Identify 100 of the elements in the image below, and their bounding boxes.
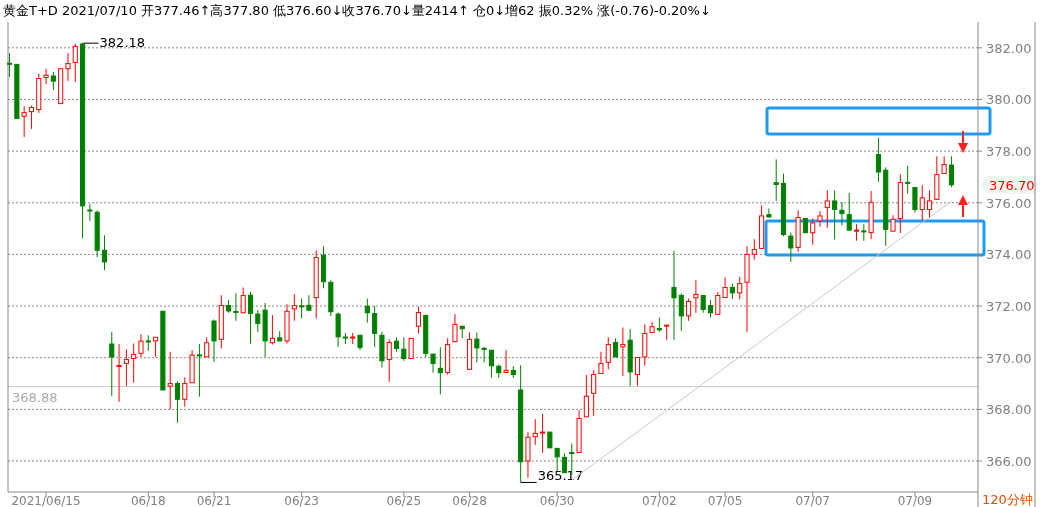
candlestick (766, 207, 772, 218)
candlestick (583, 374, 589, 418)
candlestick (671, 250, 677, 341)
candlestick (926, 189, 933, 218)
candlestick (233, 292, 239, 322)
y-tick-label: 378.00 (986, 144, 1032, 160)
text: 376.70 (989, 177, 1035, 193)
candlestick (773, 158, 779, 202)
y-tick-label: 366.00 (986, 454, 1032, 470)
y-tick-label: 372.00 (986, 299, 1032, 315)
candlestick (247, 291, 254, 345)
candlestick (386, 338, 392, 383)
ref-line-label: 368.88 (12, 389, 58, 405)
candlestick (116, 343, 122, 403)
candlestick (452, 313, 458, 343)
x-tick-label: 07/09 (897, 494, 933, 507)
candlestick (299, 298, 305, 319)
candlestick (824, 189, 830, 229)
candlestick (693, 279, 699, 314)
y-tick-label: 380.00 (986, 92, 1032, 108)
candlestick (131, 343, 137, 384)
candlestick (167, 351, 173, 410)
candlestick (437, 346, 443, 395)
candlestick (532, 418, 538, 446)
candlestick (153, 336, 159, 358)
candlestick (941, 155, 947, 175)
candlestick (540, 413, 546, 454)
annotation: 365.17 (537, 468, 584, 484)
candlestick (751, 238, 757, 261)
candlestick (846, 192, 852, 231)
x-tick-label: 06/25 (386, 494, 422, 507)
candlestick (832, 189, 838, 240)
x-tick-label: 07/07 (795, 494, 831, 507)
candlestick (401, 336, 407, 362)
candlestick (948, 155, 954, 188)
candlestick (364, 298, 370, 324)
y-tick-label: 368.00 (986, 402, 1032, 418)
candlestick (737, 276, 743, 300)
candlestick (488, 349, 495, 379)
x-tick-label: 06/30 (539, 494, 575, 507)
candlestick (123, 348, 129, 387)
candlestick (7, 52, 13, 78)
candlestick (817, 210, 823, 228)
candlestick (525, 431, 531, 479)
candlestick (686, 298, 692, 322)
candlestick (196, 343, 202, 398)
candlestick (554, 447, 560, 472)
y-tick-label: 382.00 (986, 40, 1032, 56)
candlestick (65, 52, 71, 82)
candlestick (101, 234, 108, 271)
candlestick (204, 336, 210, 358)
candlestick (503, 349, 509, 373)
candlestick (788, 231, 794, 263)
x-tick-label: 07/02 (642, 494, 677, 507)
candlestick (372, 305, 378, 348)
x-tick-label: 2021/06/15 (11, 494, 81, 507)
candlestick (138, 333, 144, 358)
candlestick (430, 353, 436, 374)
candlestick (240, 286, 246, 314)
candlestick (174, 380, 181, 424)
candlestick (269, 314, 275, 346)
y-tick-label: 376.00 (986, 195, 1032, 211)
candlestick (43, 68, 49, 85)
x-tick-label: 07/05 (707, 494, 743, 507)
x-tick-label: 06/18 (130, 494, 166, 507)
candlestick (211, 318, 217, 363)
candlestick (109, 331, 115, 397)
candlestick (919, 184, 925, 221)
candlestick (912, 187, 918, 214)
candlestick (642, 323, 648, 367)
candlestick (306, 294, 312, 312)
candlestick (50, 71, 56, 91)
text: 120分钟 (982, 492, 1033, 507)
candlestick (613, 337, 619, 358)
candlestick (182, 376, 188, 408)
x-tick-label: 06/28 (452, 494, 487, 507)
candlestick (810, 218, 816, 246)
y-tick-label: 374.00 (986, 247, 1032, 263)
candlestick (598, 351, 604, 374)
candlestick (678, 292, 684, 332)
candlestick (408, 337, 414, 359)
candlestick (591, 369, 597, 417)
candlestick (335, 312, 341, 348)
candlestick (605, 336, 611, 370)
chart-title: 黄金T+D 2021/07/10 开377.46↑高377.80 低376.60↓收376.70↓量2414↑ 仓0↓增62 振0.32% 涨(-0.76)-0.20%↓ (3, 3, 711, 18)
candlestick (21, 105, 27, 138)
candlestick (839, 201, 845, 226)
annotation: 382.18 (99, 35, 146, 51)
candlestick (87, 203, 93, 222)
candlestick (291, 293, 297, 322)
x-tick-label: 06/23 (284, 494, 319, 507)
candlestick (415, 306, 421, 334)
candlestick (28, 105, 35, 130)
x-tick-label: 06/21 (196, 494, 232, 507)
candlestick (72, 43, 78, 83)
candlestick (620, 327, 626, 377)
candlestick (875, 137, 881, 183)
candlestick (905, 165, 911, 194)
y-tick-label: 370.00 (986, 350, 1032, 366)
candlestick (656, 316, 662, 333)
